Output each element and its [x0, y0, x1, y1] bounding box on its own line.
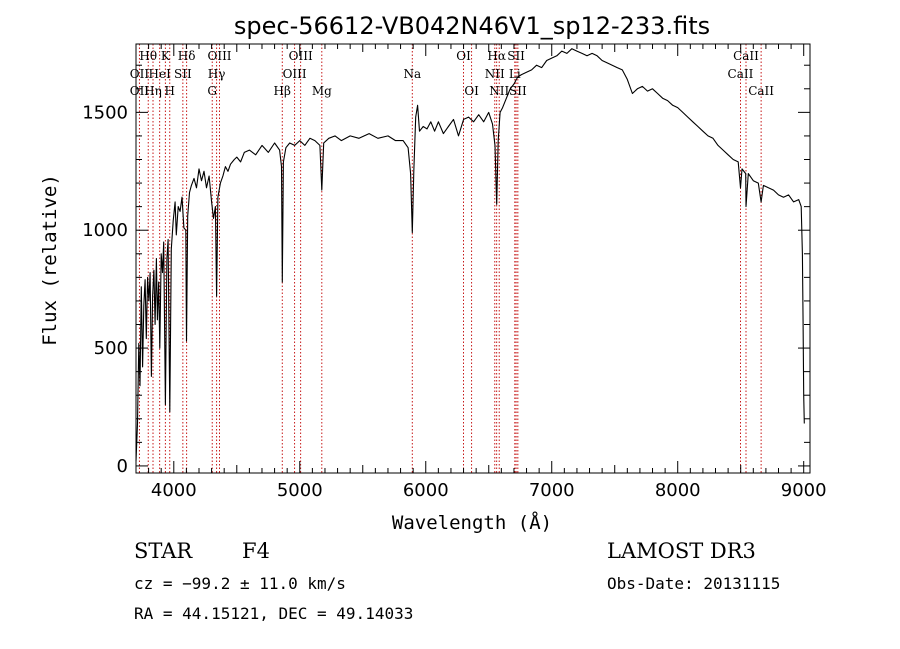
spectral-line-label: K: [161, 49, 171, 63]
spectral-line-label: NII: [489, 84, 509, 98]
x-tick-label: 4000: [151, 480, 197, 501]
spectral-line-label: Li: [509, 67, 521, 81]
axis-tick-labels: 4000 5000 6000 7000 8000 9000 0 500 1000 1500: [82, 102, 826, 501]
spectral-line-label: NII: [485, 67, 505, 81]
observation-date: Obs-Date: 20131115: [607, 574, 781, 593]
x-tick-label: 5000: [277, 480, 323, 501]
y-tick-label: 500: [94, 338, 128, 359]
spectral-line-label: CaII: [733, 49, 759, 63]
object-class: STAR: [134, 539, 193, 563]
y-tick-label: 1000: [82, 220, 128, 241]
spectral-line-label: SII: [174, 67, 192, 81]
spectral-line-label: CaII: [748, 84, 774, 98]
spectral-line-label: OII: [130, 67, 150, 81]
survey-name: LAMOST DR3: [607, 539, 756, 563]
spectral-line-label: G: [207, 84, 217, 98]
x-tick-label: 6000: [403, 480, 449, 501]
spectral-line-label: Na: [403, 67, 421, 81]
spectral-line-label: OII: [130, 84, 150, 98]
spectrum-line: [135, 48, 805, 462]
spectral-line-label: OIII: [283, 67, 307, 81]
spectral-line-label: Hδ: [178, 49, 196, 63]
x-tick-label: 9000: [781, 480, 827, 501]
spectral-line-label: Hα: [487, 49, 506, 63]
spectral-line-label: CaII: [728, 67, 754, 81]
spectral-line-label: H: [165, 84, 175, 98]
axis-ticks: [136, 44, 810, 473]
spectral-line-label: SII: [509, 84, 527, 98]
spectral-line-label: OI: [456, 49, 471, 63]
spectral-line-label: Hβ: [274, 84, 291, 98]
x-tick-label: 8000: [655, 480, 701, 501]
x-tick-label: 7000: [529, 480, 575, 501]
spectral-line-label: Hη: [144, 84, 162, 98]
spectral-line-label: Mg: [312, 84, 332, 98]
spectral-line-label: HeI: [149, 67, 172, 81]
spectral-line-label: OIII: [289, 49, 313, 63]
x-axis-label: Wavelength (Å): [392, 511, 552, 534]
spectral-line-labels: OII OII Hθ Hη HeI K H SII Hδ G Hγ OIII Hβ OIII OIII Mg N…: [130, 49, 775, 98]
chart-title: spec-56612-VB042N46V1_sp12-233.fits: [234, 12, 710, 40]
plot-frame: [135, 43, 811, 474]
y-tick-label: 1500: [82, 102, 128, 123]
y-tick-label: 0: [117, 456, 128, 477]
object-subclass: F4: [242, 539, 270, 563]
y-axis-label: Flux (relative): [39, 174, 61, 346]
spectral-line-label: OI: [464, 84, 479, 98]
spectral-line-markers: [138, 44, 762, 473]
redshift-cz: cz = −99.2 ± 11.0 km/s: [134, 574, 346, 593]
spectral-line-label: OIII: [207, 49, 231, 63]
spectral-line-label: Hγ: [208, 67, 226, 81]
ra-dec-coordinates: RA = 44.15121, DEC = 49.14033: [134, 604, 414, 623]
spectral-line-label: SII: [507, 49, 525, 63]
spectral-line-label: Hθ: [139, 49, 157, 63]
